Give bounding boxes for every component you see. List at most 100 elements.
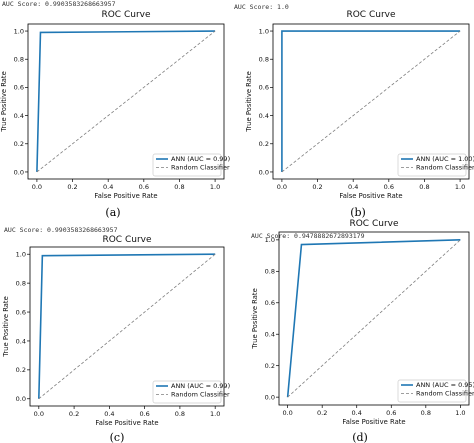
x-tick-label: 0.6 [139,183,149,191]
auc-score-text: AUC Score: 1.0 [234,3,289,11]
legend-box [397,379,467,403]
x-tick-label: 0.6 [386,409,396,417]
legend: ANN (AUC = 0.99)Random Classifier [152,153,230,177]
y-tick-label: 0.2 [265,362,275,370]
y-tick-label: 0.8 [259,56,269,64]
y-tick-label: 0.2 [16,366,26,374]
x-tick-label: 0.4 [103,183,113,191]
chart-title: ROC Curve [346,10,395,20]
axes-frame [29,246,225,407]
x-tick-label: 0.2 [317,409,327,417]
y-tick-label: 0.8 [16,279,26,287]
legend-entry: Random Classifier [171,391,230,399]
legend-box [152,380,222,404]
x-axis-label: False Positive Rate [339,192,402,200]
y-tick-label: 0.8 [265,268,275,276]
y-axis-label: True Positive Rate [245,71,253,133]
random-classifier-line [281,30,461,173]
legend: ANN (AUC = 0.99)Random Classifier [152,380,230,404]
x-tick-label: 0.8 [174,183,184,191]
y-tick-label: 0.0 [259,168,269,176]
auc-score-text: AUC Score: 0.9903583268663957 [4,226,118,234]
y-tick-label: 0.4 [14,112,24,120]
legend-entry: Random Classifier [171,164,230,172]
x-tick-label: 0.4 [104,410,114,418]
axes-frame [272,23,470,180]
legend-entry: ANN (AUC = 0.99) [171,382,230,390]
x-tick-label: 0.6 [139,410,149,418]
chart-title: ROC Curve [101,10,150,20]
x-tick-label: 0.0 [34,410,44,418]
y-tick-label: 0.6 [259,84,269,92]
x-tick-label: 0.2 [67,183,77,191]
x-tick-label: 0.2 [69,410,79,418]
legend: ANN (AUC = 0.95)Random Classifier [397,379,474,403]
x-tick-label: 1.0 [210,183,220,191]
axes-frame [27,23,225,180]
x-tick-label: 1.0 [455,183,465,191]
roc-curve-line [38,253,216,399]
random-classifier-line [38,253,216,400]
x-tick-label: 0.4 [348,183,358,191]
panel-label: (c) [110,431,125,443]
y-tick-label: 0.4 [16,337,26,345]
roc-curve-line [36,30,216,172]
y-tick-label: 1.0 [265,236,275,244]
chart-title: ROC Curve [102,235,151,245]
x-tick-label: 1.0 [210,410,220,418]
y-tick-label: 0.2 [14,140,24,148]
x-tick-label: 0.0 [282,409,292,417]
legend-box [397,153,467,177]
random-classifier-line [36,30,216,173]
y-tick-label: 0.0 [14,168,24,176]
x-tick-label: 0.4 [352,409,362,417]
x-axis-label: False Positive Rate [342,418,405,426]
y-axis-label: True Positive Rate [251,288,259,350]
auc-score-text: AUC Score: 0.9903583268663957 [2,0,116,8]
x-tick-label: 0.2 [312,183,322,191]
legend-entry: ANN (AUC = 0.95) [416,381,474,389]
legend-box [152,153,222,177]
legend-entry: Random Classifier [416,164,474,172]
legend-entry: ANN (AUC = 0.99) [171,155,230,163]
x-axis-label: False Positive Rate [94,192,157,200]
y-tick-label: 0.4 [265,331,275,339]
y-axis-label: True Positive Rate [2,296,10,358]
chart-title: ROC Curve [349,219,398,229]
x-tick-label: 0.8 [421,409,431,417]
legend: ANN (AUC = 1.00)Random Classifier [397,153,474,177]
y-tick-label: 1.0 [14,27,24,35]
y-tick-label: 0.8 [14,56,24,64]
x-axis-label: False Positive Rate [95,419,158,427]
auc-score-text: AUC Score: 0.9478882672893179 [251,232,365,240]
panel-label: (b) [350,206,366,219]
random-classifier-line [287,239,461,398]
x-tick-label: 1.0 [455,409,465,417]
legend-entry: Random Classifier [416,390,474,398]
x-tick-label: 0.8 [419,183,429,191]
y-tick-label: 1.0 [259,27,269,35]
y-tick-label: 1.0 [16,251,26,259]
y-tick-label: 0.6 [265,299,275,307]
x-tick-label: 0.6 [384,183,394,191]
roc-curve-line [281,30,461,172]
y-tick-label: 0.6 [16,308,26,316]
roc-curve-line [286,239,461,398]
y-tick-label: 0.0 [265,393,275,401]
y-tick-label: 0.0 [16,395,26,403]
x-tick-label: 0.0 [32,183,42,191]
y-tick-label: 0.6 [14,84,24,92]
y-axis-label: True Positive Rate [0,71,8,133]
roc-panel-a: AUC Score: 0.9903583268663957 ROC Curve 0.… [0,0,230,219]
x-tick-label: 0.0 [277,183,287,191]
roc-panel-b: AUC Score: 1.0 ROC Curve 0.0 0.2 0.4 0.6 0.8 1.… [234,3,474,219]
x-tick-label: 0.8 [175,410,185,418]
panel-label: (d) [352,431,368,443]
y-tick-label: 0.4 [259,112,269,120]
y-tick-label: 0.2 [259,140,269,148]
axes-frame [278,231,470,406]
panel-label: (a) [105,206,120,219]
roc-panel-d: AUC Score: 0.9478882672893179 ROC Curve 0.… [251,219,474,443]
